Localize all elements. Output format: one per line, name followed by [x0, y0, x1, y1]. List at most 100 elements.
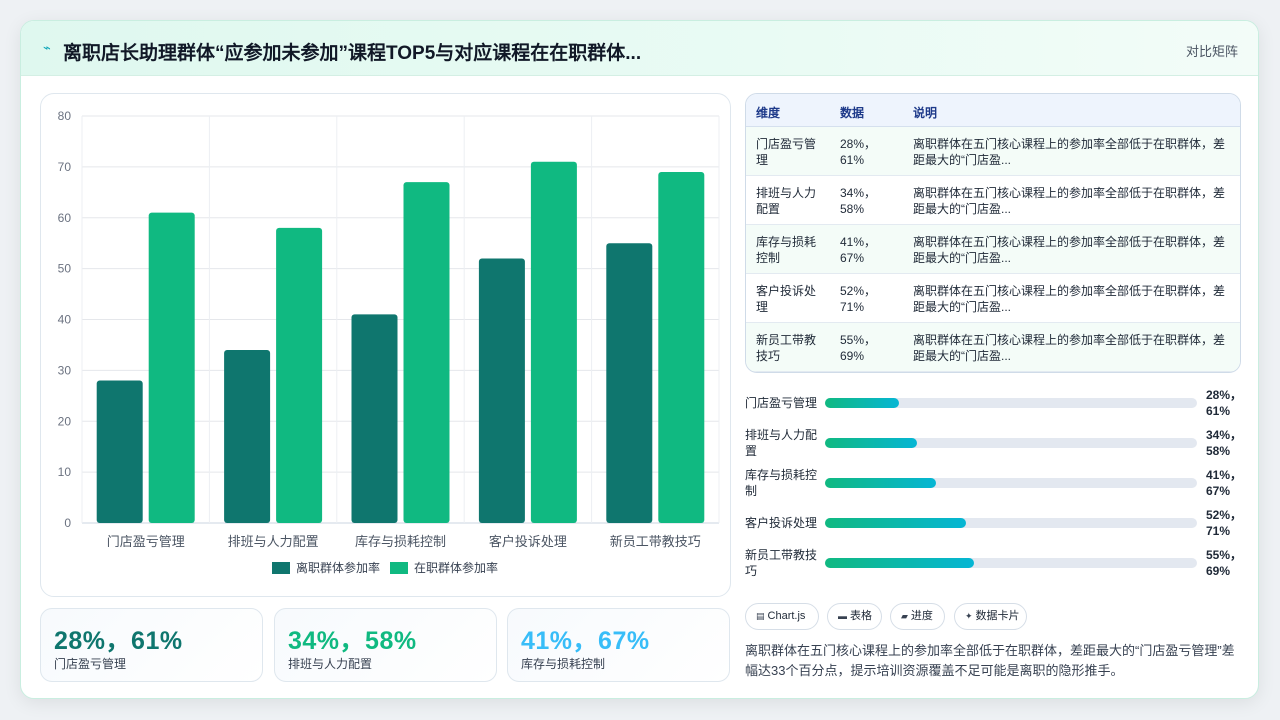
chart-icon: ▤	[756, 611, 765, 621]
kpi-value: 34%，58%	[288, 627, 417, 655]
y-tick-label: 10	[58, 465, 72, 479]
progress-icon: ▰	[901, 611, 908, 621]
cell-dimension: 门店盈亏管理	[756, 137, 817, 167]
progress-label: 客户投诉处理	[745, 516, 818, 530]
table-header: 维度 数据 说明	[746, 94, 1240, 127]
cell-description: 离职群体在五门核心课程上的参加率全部低于在职群体，差距最大的“门店盈...	[913, 333, 1226, 363]
kpi-label: 库存与损耗控制	[521, 657, 606, 671]
table-row: 新员工带教技巧 55%，69% 离职群体在五门核心课程上的参加率全部低于在职群体，差…	[746, 323, 1240, 372]
progress-fill	[825, 438, 917, 448]
progress-fill	[825, 558, 975, 568]
table-icon: ▬	[838, 611, 847, 621]
progress-label: 库存与损耗控制	[745, 468, 818, 498]
cell-description: 离职群体在五门核心课程上的参加率全部低于在职群体，差距最大的“门店盈...	[913, 235, 1226, 265]
column-header-dimension: 维度	[756, 106, 781, 120]
table-row: 排班与人力配置 34%，58% 离职群体在五门核心课程上的参加率全部低于在职群体，差…	[746, 176, 1240, 225]
cell-data: 34%，58%	[840, 186, 877, 216]
cell-data: 41%，67%	[840, 235, 877, 265]
column-header-data: 数据	[840, 106, 865, 120]
legend-label: 在职群体参加率	[414, 560, 498, 575]
column-header-description: 说明	[913, 106, 938, 120]
page-title: 离职店长助理群体“应参加未参加”课程TOP5与对应课程在在职群体...	[63, 43, 642, 64]
kpi-label: 门店盈亏管理	[54, 657, 127, 671]
chip-label: 进度	[910, 610, 933, 622]
y-tick-label: 50	[58, 262, 72, 276]
chip-label: 表格	[850, 610, 872, 622]
bar-chart-panel: 0 10 20 30 40 50 60 70 80 门店盈亏管理 排班与人力配置 库存与损耗控制 客户投…	[40, 93, 731, 597]
legend-label: 离职群体参加率	[296, 560, 380, 575]
bar	[276, 227, 323, 524]
progress-track	[825, 398, 1197, 408]
table-row: 库存与损耗控制 41%，67% 离职群体在五门核心课程上的参加率全部低于在职群体，差…	[746, 225, 1240, 274]
cell-dimension: 客户投诉处理	[756, 284, 817, 314]
view-mode-label[interactable]: 对比矩阵	[1185, 44, 1238, 59]
x-tick-label: 门店盈亏管理	[107, 534, 185, 549]
progress-track	[825, 438, 1197, 448]
bar	[351, 314, 398, 523]
legend-swatch	[272, 562, 290, 574]
progress-fill	[825, 398, 900, 408]
progress-label: 门店盈亏管理	[745, 396, 818, 410]
kpi-value: 41%，67%	[521, 627, 650, 655]
y-tick-label: 80	[58, 109, 72, 123]
progress-track	[825, 478, 1197, 488]
y-tick-label: 20	[58, 414, 72, 428]
y-tick-label: 30	[58, 363, 72, 377]
chip-table[interactable]: ▬ 表格	[827, 603, 882, 630]
progress-track	[825, 518, 1197, 528]
progress-value: 28%，61%	[1206, 388, 1243, 418]
cell-data: 52%，71%	[840, 284, 877, 314]
progress-fill	[825, 478, 936, 488]
chip-chartjs[interactable]: ▤ Chart.js	[745, 603, 819, 630]
progress-track	[825, 558, 1197, 568]
progress-value: 55%，69%	[1206, 548, 1243, 578]
cell-description: 离职群体在五门核心课程上的参加率全部低于在职群体，差距最大的“门店盈...	[913, 284, 1226, 314]
dashboard-card: ⌁ 离职店长助理群体“应参加未参加”课程TOP5与对应课程在在职群体... 对比…	[20, 20, 1259, 699]
x-tick-label: 客户投诉处理	[489, 534, 567, 549]
bar	[96, 380, 143, 523]
progress-fill	[825, 518, 966, 528]
summary-text: 离职群体在五门核心课程上的参加率全部低于在职群体，差距最大的“门店盈亏管理”差幅…	[745, 643, 1235, 678]
cell-dimension: 库存与损耗控制	[756, 235, 817, 265]
cell-description: 离职群体在五门核心课程上的参加率全部低于在职群体，差距最大的“门店盈...	[913, 137, 1226, 167]
chip-data-card[interactable]: ✦ 数据卡片	[954, 603, 1027, 630]
x-tick-label: 排班与人力配置	[228, 534, 319, 549]
progress-row: 排班与人力配置 34%，58%	[745, 423, 1243, 463]
card-icon: ✦	[965, 611, 973, 621]
progress-value: 52%，71%	[1206, 508, 1243, 538]
cell-dimension: 排班与人力配置	[756, 186, 817, 216]
chip-progress[interactable]: ▰ 进度	[890, 603, 945, 630]
y-tick-label: 0	[64, 516, 71, 530]
bar	[606, 243, 653, 523]
progress-label: 排班与人力配置	[745, 428, 818, 458]
bar	[478, 258, 525, 523]
y-tick-label: 40	[58, 313, 72, 327]
cell-description: 离职群体在五门核心课程上的参加率全部低于在职群体，差距最大的“门店盈...	[913, 186, 1226, 216]
x-tick-label: 新员工带教技巧	[610, 534, 701, 549]
progress-label: 新员工带教技巧	[745, 548, 818, 578]
progress-value: 34%，58%	[1206, 428, 1243, 458]
cell-dimension: 新员工带教技巧	[756, 333, 817, 363]
bar	[658, 171, 705, 523]
progress-value: 41%，67%	[1206, 468, 1243, 498]
legend-swatch	[390, 562, 408, 574]
cell-data: 28%，61%	[840, 137, 877, 167]
chip-label: 数据卡片	[975, 610, 1020, 622]
table-row: 门店盈亏管理 28%，61% 离职群体在五门核心课程上的参加率全部低于在职群体，差距…	[746, 127, 1240, 176]
bar-chart: 0 10 20 30 40 50 60 70 80 门店盈亏管理 排班与人力配置 库存与损耗控制 客户投…	[58, 109, 720, 575]
kpi-card: 34%，58% 排班与人力配置	[274, 608, 497, 682]
x-tick-label: 库存与损耗控制	[355, 534, 446, 549]
chip-label: Chart.js	[767, 610, 806, 622]
bar	[224, 350, 271, 523]
cell-data: 55%，69%	[840, 333, 877, 363]
kpi-label: 排班与人力配置	[288, 657, 373, 671]
progress-row: 库存与损耗控制 41%，67%	[745, 463, 1243, 503]
comparison-table: 维度 数据 说明 门店盈亏管理 28%，61% 离职群体在五门核心课程上的参加率全部…	[745, 93, 1241, 373]
y-tick-label: 70	[58, 160, 72, 174]
kpi-card: 28%，61% 门店盈亏管理	[40, 608, 263, 682]
table-row: 客户投诉处理 52%，71% 离职群体在五门核心课程上的参加率全部低于在职群体，差距…	[746, 274, 1240, 323]
kpi-card: 41%，67% 库存与损耗控制	[507, 608, 730, 682]
bar	[530, 161, 577, 523]
bar	[403, 182, 450, 523]
bar	[148, 212, 195, 523]
